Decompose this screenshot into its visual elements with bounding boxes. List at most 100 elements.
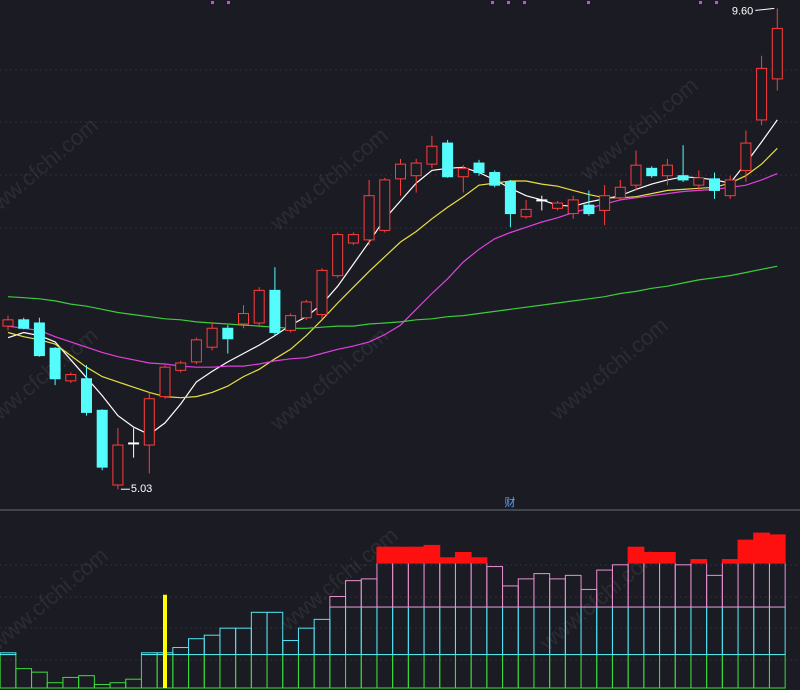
candle-body	[206, 327, 218, 348]
indicator-bar	[768, 562, 786, 608]
indicator-bar	[0, 654, 17, 689]
indicator-bar	[345, 654, 362, 689]
indicator-bar	[768, 534, 786, 564]
signal-dot	[587, 1, 590, 4]
candle-body	[65, 374, 77, 382]
candle-body	[379, 179, 391, 231]
signal-dots	[211, 1, 718, 4]
indicator-bar	[360, 578, 378, 608]
indicator-bar	[125, 678, 142, 689]
candle-body	[614, 186, 626, 199]
indicator-bar	[690, 654, 708, 689]
indicator-bar	[627, 546, 645, 564]
indicator-bar	[737, 562, 755, 608]
watermark: www.cfchi.com	[274, 522, 402, 635]
indicator-bar	[203, 634, 221, 656]
candle-body	[709, 178, 720, 191]
candle-body	[33, 322, 45, 357]
candle-body	[222, 327, 234, 340]
candle-body	[724, 179, 736, 197]
indicator-bar	[517, 578, 535, 608]
indicator-bar	[737, 539, 755, 564]
candle-body	[646, 167, 658, 177]
candle-body	[316, 269, 328, 316]
indicator-bar	[659, 562, 676, 608]
indicator-bar	[674, 564, 692, 608]
candle-body	[285, 315, 297, 331]
indicator-bar	[753, 532, 770, 564]
candle-body	[175, 362, 187, 371]
indicator-bar	[502, 585, 519, 608]
indicator-bar	[250, 611, 268, 656]
candle-body	[2, 319, 14, 327]
indicator-bar	[643, 606, 661, 656]
ma-line	[7, 119, 778, 436]
candle-body	[583, 204, 595, 215]
candle-body	[457, 167, 469, 178]
candle-body	[112, 444, 124, 486]
indicator-bar	[690, 559, 708, 564]
indicator-bar	[235, 627, 252, 656]
signal-dot	[507, 1, 510, 4]
indicator-bar	[439, 654, 456, 689]
indicator-bar	[533, 573, 551, 608]
indicator-bar	[360, 606, 378, 656]
indicator-bar	[219, 654, 237, 689]
indicator-bar	[470, 562, 488, 608]
candle-body	[771, 27, 783, 80]
signal-dot	[699, 1, 702, 4]
indicator-bar	[721, 606, 739, 656]
indicator-bar	[392, 606, 409, 656]
candle-body	[756, 67, 768, 121]
indicator-bar	[643, 551, 661, 564]
candle-body	[630, 164, 642, 186]
indicator-bar	[250, 654, 268, 689]
ma-line	[7, 147, 778, 399]
candle-body	[238, 313, 249, 325]
indicator-bar	[470, 654, 488, 689]
indicator-bar	[345, 606, 362, 656]
indicator-bar	[376, 606, 394, 656]
indicator-bar	[423, 562, 441, 608]
signal-dot	[715, 1, 718, 4]
indicator-bar	[454, 606, 472, 656]
indicator-bar	[721, 559, 739, 564]
indicator-bar	[439, 557, 456, 564]
candle-body	[395, 163, 406, 180]
indicator-bar	[627, 606, 645, 656]
indicator-bar	[737, 606, 755, 656]
candle-body	[159, 366, 171, 398]
indicator-bar	[235, 654, 252, 689]
candle-body	[332, 234, 344, 277]
indicator-bar	[78, 675, 95, 689]
watermark: www.cfchi.com	[0, 542, 113, 655]
max-label: 9.60	[732, 5, 753, 17]
indicator-bar	[439, 606, 456, 656]
ma-line	[7, 265, 778, 329]
indicator-bar	[706, 606, 723, 656]
indicator-bar	[486, 566, 504, 608]
indicator-bar	[706, 574, 723, 608]
max-arrow	[755, 7, 775, 11]
indicator-bar	[392, 546, 409, 564]
candle-body	[410, 162, 422, 177]
candle-body	[190, 339, 202, 363]
indicator-bar	[329, 606, 347, 656]
indicator-bar	[423, 606, 441, 656]
indicator-bar	[690, 562, 708, 608]
indicator-bar	[517, 606, 535, 656]
ma-line	[7, 173, 778, 368]
indicator-bar	[392, 562, 409, 608]
indicator-bar	[454, 551, 472, 564]
indicator-bar	[31, 671, 48, 689]
watermark: www.cfchi.com	[544, 312, 672, 425]
indicator-bar	[15, 668, 33, 689]
indicator-bar	[454, 562, 472, 608]
candle-body	[143, 398, 155, 446]
indicator-bar	[470, 606, 488, 656]
indicator-bar	[768, 606, 786, 656]
indicator-bar	[470, 557, 488, 564]
indicator-label: 财	[505, 495, 516, 509]
indicator-bar	[659, 551, 676, 564]
